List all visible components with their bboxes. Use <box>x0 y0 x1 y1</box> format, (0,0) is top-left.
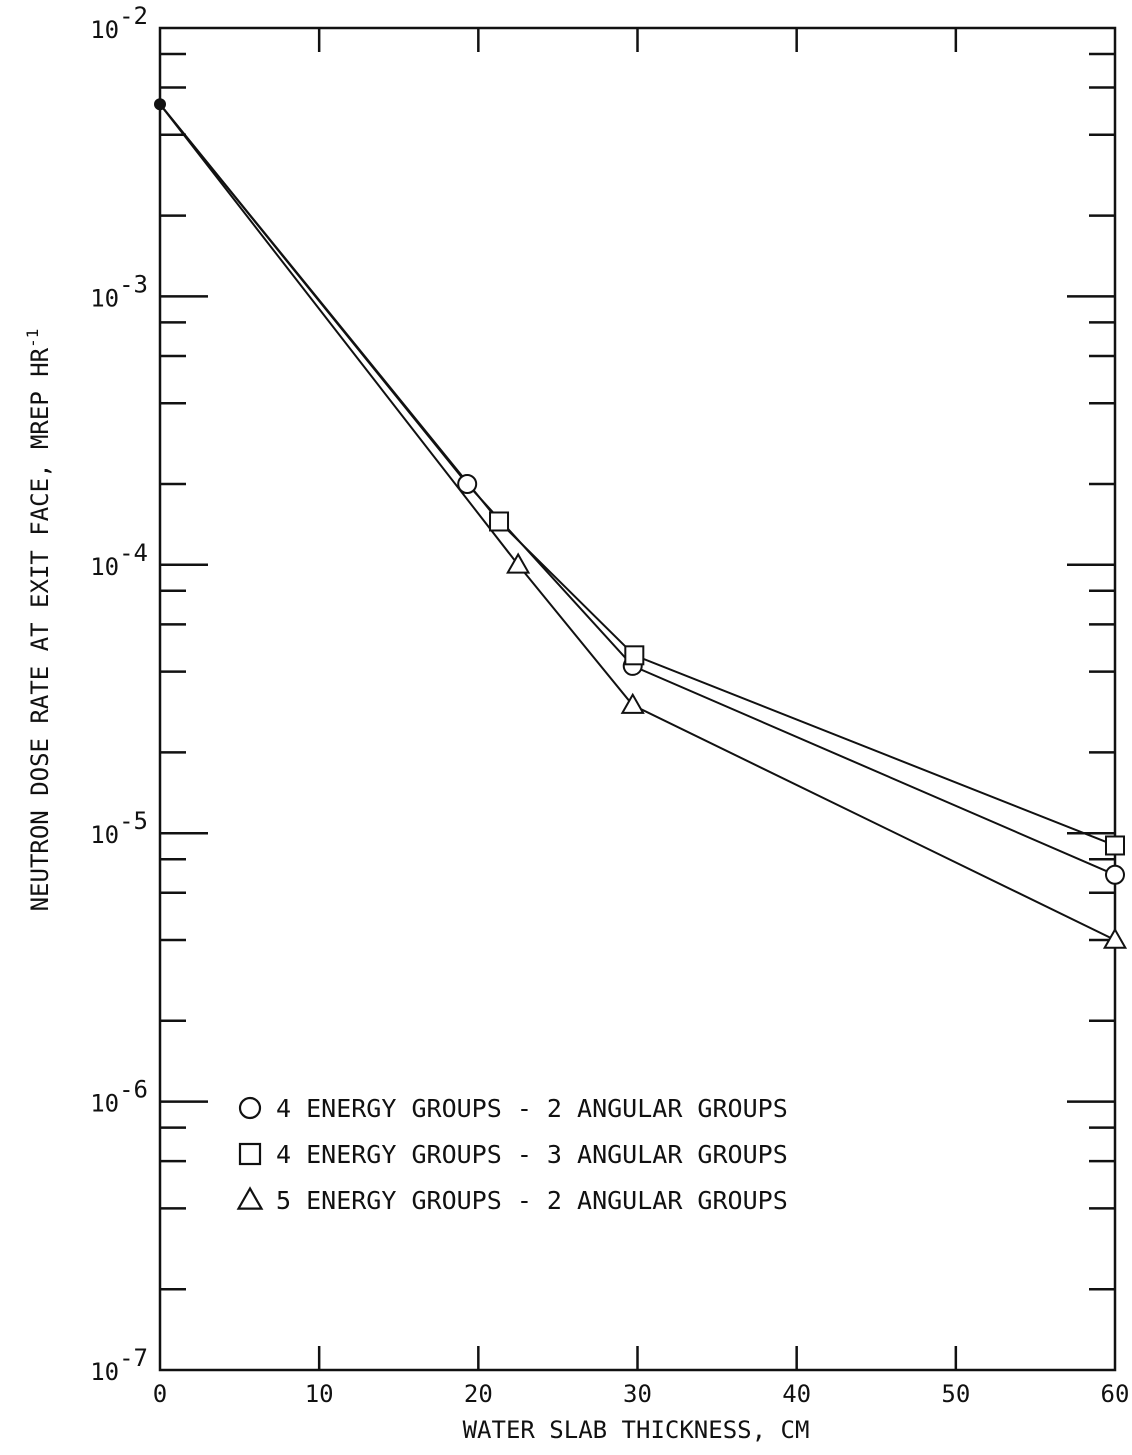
y-tick-label-base: 10 <box>90 821 119 849</box>
y-tick-label: 10-6 <box>90 1076 148 1118</box>
y-tick-label-base: 10 <box>90 553 119 581</box>
legend-marker-square <box>238 1142 262 1166</box>
x-tick-label: 0 <box>153 1380 167 1408</box>
y-tick-label-exponent: -3 <box>119 270 148 298</box>
y-axis-label-text: NEUTRON DOSE RATE AT EXIT FACE, MREP HR <box>26 347 54 911</box>
x-axis-label: WATER SLAB THICKNESS, CM <box>463 1416 810 1444</box>
data-point-square <box>624 645 645 666</box>
y-axis-label: NEUTRON DOSE RATE AT EXIT FACE, MREP HR-… <box>23 329 54 912</box>
data-point-circle <box>457 474 478 495</box>
svg-text:NEUTRON DOSE RATE AT EXIT FACE: NEUTRON DOSE RATE AT EXIT FACE, MREP HR-… <box>23 329 54 912</box>
y-tick-label: 10-3 <box>90 270 148 312</box>
series-line-circle <box>159 103 1116 876</box>
legend-label: 5 ENERGY GROUPS - 2 ANGULAR GROUPS <box>276 1186 788 1215</box>
legend-marker-triangle <box>236 1186 264 1210</box>
data-point-square <box>489 511 510 532</box>
data-point-triangle <box>620 692 645 714</box>
legend-label: 4 ENERGY GROUPS - 3 ANGULAR GROUPS <box>276 1140 788 1169</box>
y-tick-label: 10-4 <box>90 539 148 581</box>
data-point-triangle <box>506 552 531 574</box>
y-tick-label-base: 10 <box>90 16 119 44</box>
legend-marker-circle <box>238 1096 262 1120</box>
y-tick-label: 10-7 <box>90 1344 148 1386</box>
x-tick-label: 50 <box>941 1380 970 1408</box>
y-tick-label: 10-2 <box>90 2 148 44</box>
y-tick-label-base: 10 <box>90 1090 119 1118</box>
y-tick-label-base: 10 <box>90 1358 119 1386</box>
x-tick-label: 10 <box>305 1380 334 1408</box>
y-tick-label-exponent: -5 <box>119 807 148 835</box>
data-point-square <box>1105 835 1125 856</box>
y-axis-label-exponent: -1 <box>23 329 42 348</box>
series-line-square <box>159 103 1116 847</box>
y-tick-label-exponent: -2 <box>119 2 148 30</box>
series-group <box>154 98 1128 949</box>
series-line-triangle <box>159 103 1116 941</box>
x-tick-label: 40 <box>782 1380 811 1408</box>
legend-label: 4 ENERGY GROUPS - 2 ANGULAR GROUPS <box>276 1094 788 1123</box>
x-tick-label: 60 <box>1101 1380 1130 1408</box>
data-point-start <box>154 98 166 111</box>
y-tick-label-exponent: -6 <box>119 1076 148 1104</box>
data-point-triangle <box>1102 927 1128 949</box>
y-tick-label-base: 10 <box>90 284 119 312</box>
y-tick-label: 10-5 <box>90 807 148 849</box>
y-tick-label-exponent: -4 <box>119 539 148 567</box>
legend: 4 ENERGY GROUPS - 2 ANGULAR GROUPS 4 ENER… <box>236 1094 788 1215</box>
x-tick-label: 20 <box>464 1380 493 1408</box>
data-point-circle <box>1105 864 1125 885</box>
x-tick-label: 30 <box>623 1380 652 1408</box>
y-tick-label-exponent: -7 <box>119 1344 148 1372</box>
